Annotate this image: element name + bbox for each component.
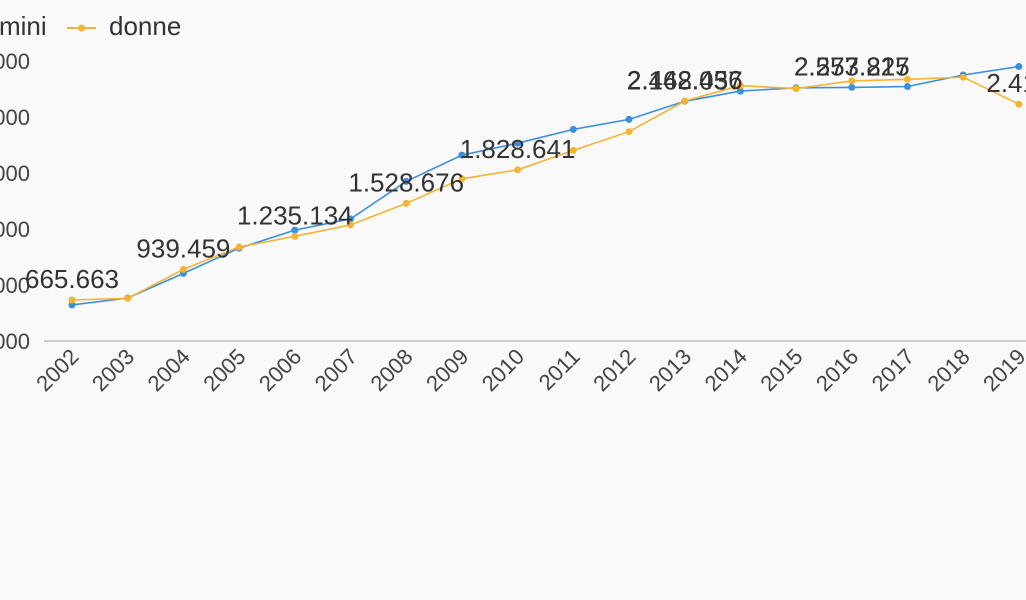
data-point-donne [68, 296, 76, 304]
data-point-uomini [514, 139, 522, 147]
data-point-uomini [569, 125, 577, 133]
data-point-donne [959, 73, 967, 81]
y-tick-label: 000 [0, 49, 30, 74]
data-label: 1.235.134 [237, 200, 353, 230]
x-tick-label: 2018 [922, 344, 974, 396]
data-point-donne [124, 294, 132, 302]
x-tick-label: 2013 [644, 344, 696, 396]
data-label: 1.528.676 [348, 167, 464, 197]
data-point-donne [347, 221, 354, 229]
data-labels: 665.663 939.4591.235.1341.528.6761.828.64… [25, 51, 1026, 294]
x-tick-label: 2005 [198, 344, 250, 396]
x-tick-label: 2017 [867, 344, 919, 396]
x-tick-label: 2016 [811, 344, 863, 396]
x-tick-label: 2004 [143, 344, 195, 396]
legend-label-donne: donne [109, 11, 181, 41]
data-label: 2.168.037 [627, 65, 743, 95]
data-point-uomini [291, 226, 299, 234]
y-tick-label: 000 [0, 161, 30, 186]
data-label: 665.663 [25, 264, 119, 294]
data-label: 2.277.217 [794, 51, 910, 81]
x-tick-label: 2015 [755, 344, 807, 396]
data-label: 2.442.456 [627, 65, 743, 95]
x-tick-label: 2012 [588, 344, 640, 396]
data-point-donne [179, 265, 187, 273]
data-label: 2.414 [986, 68, 1026, 98]
legend: mini donne [0, 11, 181, 41]
y-axis-tick-labels: 000 000 000 000 000 000 [0, 49, 30, 354]
x-tick-label: 2008 [365, 344, 417, 396]
y-tick-label: 000 [0, 273, 30, 298]
data-point-uomini [904, 83, 911, 90]
data-point-donne [792, 85, 800, 93]
series-line-donne [71, 76, 1020, 301]
data-point-donne [681, 97, 689, 105]
y-tick-label: 000 [0, 329, 30, 354]
series-line-uomini [71, 65, 1020, 306]
data-point-uomini [458, 151, 466, 159]
x-tick-label: 2009 [421, 344, 473, 396]
data-point-donne [514, 166, 522, 174]
data-point-donne [848, 77, 856, 85]
x-tick-label: 2007 [310, 344, 362, 396]
data-point-donne [235, 243, 243, 251]
data-point-uomini [402, 177, 410, 185]
data-point-uomini [736, 87, 744, 95]
data-point-donne [904, 75, 911, 83]
data-point-uomini [68, 301, 76, 309]
x-tick-label: 2014 [700, 344, 752, 396]
data-point-uomini [1015, 63, 1023, 70]
x-tick-label: 2010 [477, 344, 529, 396]
data-point-donne [569, 146, 577, 154]
y-tick-label: 000 [0, 217, 30, 242]
y-tick-label: 000 [0, 105, 30, 130]
x-tick-label: 2003 [87, 344, 139, 396]
data-label: 1.828.641 [460, 134, 576, 164]
data-point-donne [458, 175, 466, 183]
data-point-donne [1015, 100, 1023, 108]
data-point-donne [402, 199, 410, 207]
legend-label-uomini: mini [0, 11, 47, 41]
data-label: 939.459 [136, 233, 230, 263]
data-point-uomini [625, 115, 633, 123]
data-point-donne [291, 232, 299, 240]
x-tick-label: 2019 [978, 344, 1026, 396]
data-label: 2.553.825 [794, 51, 910, 81]
data-point-donne [736, 82, 744, 90]
data-point-uomini [347, 215, 354, 223]
x-axis-tick-labels: 2002 2003 2004 2005 2006 2007 2008 2009 2010 2011… [31, 344, 1026, 396]
data-point-uomini [848, 83, 856, 91]
x-tick-label: 2011 [534, 344, 585, 395]
series-layer [68, 63, 1023, 309]
x-tick-label: 2002 [31, 344, 83, 396]
legend-marker-donne [78, 24, 85, 32]
data-point-donne [625, 128, 633, 136]
x-tick-label: 2006 [254, 344, 306, 396]
